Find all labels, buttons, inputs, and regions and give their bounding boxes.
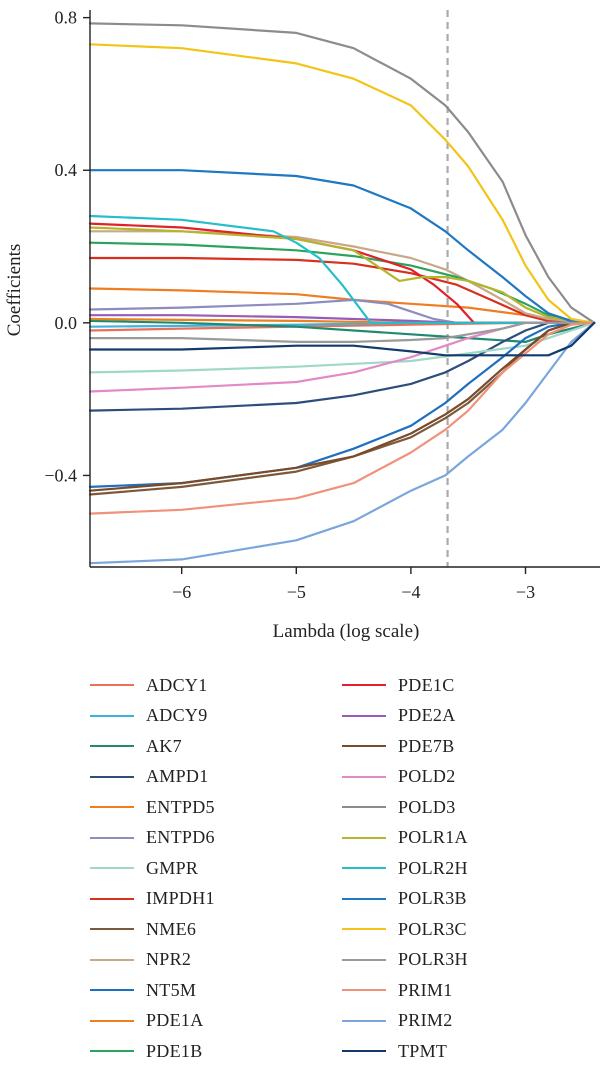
series-line-ampd1 xyxy=(90,323,594,411)
legend-swatch xyxy=(342,867,386,869)
legend-label: PDE1C xyxy=(398,675,455,696)
legend-label: AK7 xyxy=(146,736,182,757)
legend-swatch xyxy=(342,776,386,778)
series-line-pold3 xyxy=(90,23,594,322)
legend-item-polr3b: POLR3B xyxy=(342,884,467,914)
legend-item-entpd6: ENTPD6 xyxy=(90,823,215,853)
legend-label: POLR2H xyxy=(398,858,468,879)
legend-label: PDE7B xyxy=(398,736,455,757)
legend-swatch xyxy=(342,837,386,839)
legend-swatch xyxy=(342,684,386,686)
legend-swatch xyxy=(342,806,386,808)
legend-item-polr1a: POLR1A xyxy=(342,823,468,853)
x-tick-label: −3 xyxy=(516,582,535,602)
legend-item-npr2: NPR2 xyxy=(90,945,191,975)
legend-item-polr3c: POLR3C xyxy=(342,914,467,944)
legend-label: NME6 xyxy=(146,919,196,940)
legend-item-polr2h: POLR2H xyxy=(342,853,468,883)
legend-swatch xyxy=(342,745,386,747)
legend-item-pold2: POLD2 xyxy=(342,762,456,792)
legend-swatch xyxy=(342,898,386,900)
legend-swatch xyxy=(90,959,134,961)
legend-label: NT5M xyxy=(146,980,196,1001)
legend-swatch xyxy=(342,715,386,717)
legend-item-pde1c: PDE1C xyxy=(342,670,455,700)
legend-item-pde1b: PDE1B xyxy=(90,1036,203,1066)
legend-item-pde1a: PDE1A xyxy=(90,1006,204,1036)
legend-item-pde2a: PDE2A xyxy=(342,701,456,731)
legend-swatch xyxy=(342,1020,386,1022)
legend-swatch xyxy=(90,684,134,686)
legend-label: PDE1B xyxy=(146,1041,203,1062)
legend-label: IMPDH1 xyxy=(146,888,215,909)
y-tick-label: 0.8 xyxy=(55,8,78,28)
legend-item-entpd5: ENTPD5 xyxy=(90,792,215,822)
legend-swatch xyxy=(90,1050,134,1052)
legend-swatch xyxy=(90,776,134,778)
legend-label: POLD3 xyxy=(398,797,456,818)
series-line-pde7b xyxy=(90,323,594,491)
legend-swatch xyxy=(90,837,134,839)
legend-label: TPMT xyxy=(398,1041,447,1062)
legend-swatch xyxy=(90,806,134,808)
lasso-coefficient-chart: −6 −5 −4 −3 0.8 0.4 0.0 −0.4 Lambda (log scale)… xyxy=(0,0,600,650)
legend-swatch xyxy=(342,989,386,991)
legend-item-pde7b: PDE7B xyxy=(342,731,455,761)
legend-label: POLD2 xyxy=(398,766,456,787)
legend-label: NPR2 xyxy=(146,949,191,970)
legend-item-prim2: PRIM2 xyxy=(342,1006,453,1036)
legend-label: PRIM1 xyxy=(398,980,453,1001)
legend-label: AMPD1 xyxy=(146,766,209,787)
y-tick-label: 0.0 xyxy=(55,313,78,333)
legend-swatch xyxy=(342,1050,386,1052)
x-axis-title: Lambda (log scale) xyxy=(273,621,420,642)
y-tick-label: 0.4 xyxy=(55,160,78,180)
legend-swatch xyxy=(90,745,134,747)
legend-label: PRIM2 xyxy=(398,1010,453,1031)
y-tick-label: −0.4 xyxy=(44,465,77,485)
legend-item-ak7: AK7 xyxy=(90,731,182,761)
legend-swatch xyxy=(342,959,386,961)
x-tick-label: −4 xyxy=(401,582,420,602)
legend-item-polr3h: POLR3H xyxy=(342,945,468,975)
legend-item-tpmt: TPMT xyxy=(342,1036,447,1066)
legend-item-ampd1: AMPD1 xyxy=(90,762,209,792)
legend-label: PDE2A xyxy=(398,705,456,726)
legend-label: POLR1A xyxy=(398,827,468,848)
legend-label: PDE1A xyxy=(146,1010,204,1031)
legend-item-gmpr: GMPR xyxy=(90,853,198,883)
legend-label: GMPR xyxy=(146,858,198,879)
legend-swatch xyxy=(342,928,386,930)
legend-item-pold3: POLD3 xyxy=(342,792,456,822)
legend-swatch xyxy=(90,715,134,717)
legend: ADCY1 ADCY9 AK7 AMPD1 ENTPD5 ENTPD6 GMPR IMPDH1… xyxy=(90,670,590,1070)
legend-swatch xyxy=(90,928,134,930)
legend-item-nt5m: NT5M xyxy=(90,975,196,1005)
legend-item-nme6: NME6 xyxy=(90,914,196,944)
legend-swatch xyxy=(90,1020,134,1022)
legend-label: ADCY9 xyxy=(146,705,208,726)
legend-item-adcy1: ADCY1 xyxy=(90,670,208,700)
series-lines xyxy=(90,23,594,563)
legend-label: ENTPD6 xyxy=(146,827,215,848)
legend-swatch xyxy=(90,867,134,869)
legend-item-prim1: PRIM1 xyxy=(342,975,453,1005)
legend-item-impdh1: IMPDH1 xyxy=(90,884,215,914)
legend-swatch xyxy=(90,989,134,991)
x-tick-label: −5 xyxy=(287,582,306,602)
legend-label: POLR3C xyxy=(398,919,467,940)
legend-label: ENTPD5 xyxy=(146,797,215,818)
legend-item-adcy9: ADCY9 xyxy=(90,701,208,731)
legend-label: ADCY1 xyxy=(146,675,208,696)
y-axis-title: Coefficients xyxy=(4,244,25,337)
series-line-pde1b xyxy=(90,243,594,323)
legend-swatch xyxy=(90,898,134,900)
legend-label: POLR3H xyxy=(398,949,468,970)
legend-label: POLR3B xyxy=(398,888,467,909)
x-tick-label: −6 xyxy=(172,582,191,602)
